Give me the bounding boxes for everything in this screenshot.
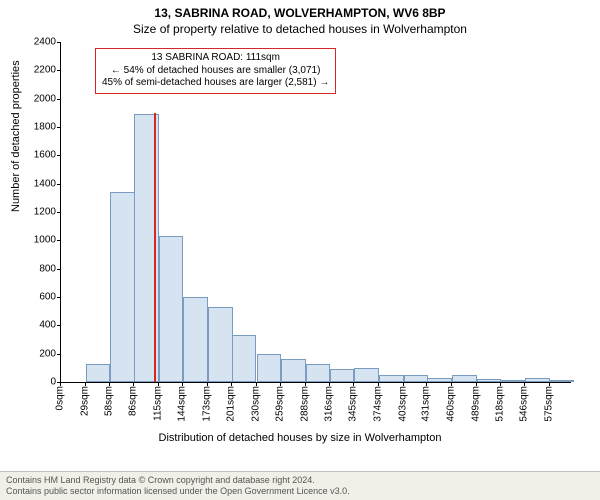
x-tick-label: 345sqm (348, 386, 359, 422)
y-tick-label: 1600 (16, 150, 56, 161)
bar (427, 378, 452, 382)
footer-attribution: Contains HM Land Registry data © Crown c… (0, 471, 600, 500)
footer-line2: Contains public sector information licen… (6, 486, 594, 497)
chart-area: 0200400600800100012001400160018002000220… (60, 42, 570, 412)
y-tick-mark (57, 42, 61, 43)
x-tick-label: 546sqm (519, 386, 530, 422)
x-tick-label: 575sqm (543, 386, 554, 422)
bar (232, 335, 257, 382)
bar (330, 369, 355, 382)
bar (208, 307, 233, 382)
x-tick-label: 431sqm (421, 386, 432, 422)
bar (281, 359, 306, 382)
chart-title-sub: Size of property relative to detached ho… (0, 20, 600, 36)
y-tick-mark (57, 269, 61, 270)
bar (183, 297, 208, 382)
y-tick-label: 1800 (16, 122, 56, 133)
annotation-box: 13 SABRINA ROAD: 111sqm← 54% of detached… (95, 48, 336, 94)
y-tick-mark (57, 127, 61, 128)
x-tick-label: 288sqm (299, 386, 310, 422)
bar (257, 354, 282, 382)
y-tick-label: 200 (16, 348, 56, 359)
bar (110, 192, 135, 382)
annotation-line: ← 54% of detached houses are smaller (3,… (102, 65, 329, 78)
chart-container: 13, SABRINA ROAD, WOLVERHAMPTON, WV6 8BP… (0, 0, 600, 500)
bar (525, 378, 550, 382)
y-tick-mark (57, 297, 61, 298)
y-tick-mark (57, 99, 61, 100)
bar (379, 375, 404, 382)
x-tick-label: 29sqm (79, 386, 90, 416)
annotation-line: 45% of semi-detached houses are larger (… (102, 77, 329, 90)
bar (452, 375, 477, 382)
y-tick-label: 1400 (16, 178, 56, 189)
x-tick-label: 489sqm (470, 386, 481, 422)
y-tick-label: 1000 (16, 235, 56, 246)
x-tick-label: 86sqm (128, 386, 139, 416)
y-tick-mark (57, 354, 61, 355)
bar (86, 364, 111, 382)
y-tick-label: 600 (16, 292, 56, 303)
y-tick-mark (57, 240, 61, 241)
y-tick-label: 400 (16, 320, 56, 331)
y-tick-label: 2400 (16, 37, 56, 48)
x-tick-label: 316sqm (323, 386, 334, 422)
x-tick-label: 0sqm (55, 386, 66, 410)
y-tick-label: 0 (16, 377, 56, 388)
bar (477, 379, 502, 382)
x-tick-label: 374sqm (372, 386, 383, 422)
x-axis-label: Distribution of detached houses by size … (0, 432, 600, 444)
y-axis-label: Number of detached properties (10, 60, 22, 212)
bar (404, 375, 429, 382)
footer-line1: Contains HM Land Registry data © Crown c… (6, 475, 594, 486)
bar (306, 364, 331, 382)
y-tick-label: 2200 (16, 65, 56, 76)
x-tick-label: 230sqm (250, 386, 261, 422)
y-tick-mark (57, 184, 61, 185)
y-tick-mark (57, 212, 61, 213)
chart-title-main: 13, SABRINA ROAD, WOLVERHAMPTON, WV6 8BP (0, 0, 600, 20)
y-tick-mark (57, 70, 61, 71)
x-tick-label: 259sqm (275, 386, 286, 422)
y-tick-mark (57, 325, 61, 326)
highlight-line (154, 113, 156, 382)
x-tick-label: 115sqm (152, 386, 163, 421)
y-tick-label: 2000 (16, 93, 56, 104)
x-tick-label: 173sqm (202, 386, 213, 422)
x-tick-label: 201sqm (225, 386, 236, 422)
annotation-line: 13 SABRINA ROAD: 111sqm (102, 52, 329, 65)
x-tick-label: 58sqm (104, 386, 115, 416)
y-tick-label: 800 (16, 263, 56, 274)
bar (354, 368, 379, 382)
x-tick-label: 460sqm (446, 386, 457, 422)
x-tick-label: 403sqm (397, 386, 408, 422)
x-tick-label: 144sqm (177, 386, 188, 422)
y-tick-label: 1200 (16, 207, 56, 218)
bar (550, 380, 575, 382)
x-tick-label: 518sqm (495, 386, 506, 422)
bar (501, 380, 526, 382)
y-tick-mark (57, 155, 61, 156)
bar (159, 236, 184, 382)
